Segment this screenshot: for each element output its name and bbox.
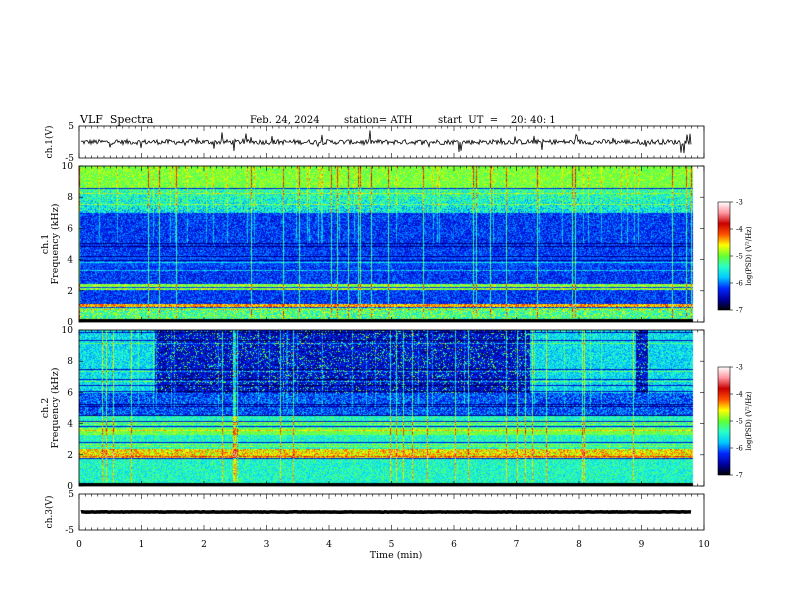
time-tick-label: 9 bbox=[639, 540, 645, 550]
ch1-waveform-panel: 5 -5 ch.1(V) bbox=[44, 122, 705, 164]
colorbar-tick-label: -3 bbox=[736, 199, 743, 207]
ch2-colorbar: -3 -4 -5 -6 -7 log(PSD) (V²/Hz) bbox=[717, 364, 753, 480]
ch1-colorbar-label: log(PSD) (V²/Hz) bbox=[745, 226, 753, 285]
ch2-channel-label: ch.2 bbox=[40, 398, 51, 419]
frequency-tick-label: 10 bbox=[62, 162, 74, 172]
time-tick-label: 8 bbox=[576, 540, 582, 550]
colorbar-tick-label: -5 bbox=[736, 253, 743, 261]
frequency-tick-label: 6 bbox=[67, 388, 73, 398]
frequency-tick-label: 4 bbox=[67, 256, 73, 266]
ch3-ytick-top: 5 bbox=[68, 490, 74, 500]
ch3-waveform-panel: 5 -5 ch.3(V) bbox=[44, 490, 705, 536]
ch1-colorbar-scale bbox=[717, 201, 731, 311]
colorbar-tick-label: -7 bbox=[736, 472, 743, 480]
time-tick-label: 4 bbox=[326, 540, 332, 550]
frequency-tick-label: 2 bbox=[67, 287, 73, 297]
station-label: station= ATH bbox=[344, 115, 413, 126]
time-tick-label: 2 bbox=[201, 540, 207, 550]
ch2-colorbar-label: log(PSD) (V²/Hz) bbox=[745, 391, 753, 450]
ch1-waveform-ylabel: ch.1(V) bbox=[44, 126, 55, 159]
time-tick-label: 3 bbox=[264, 540, 270, 550]
ch1-colorbar: -3 -4 -5 -6 -7 log(PSD) (V²/Hz) bbox=[717, 199, 753, 315]
figure-title: VLF Spectra bbox=[80, 113, 154, 126]
ch1-spectrogram-canvas bbox=[79, 166, 704, 322]
frequency-tick-label: 2 bbox=[67, 451, 73, 461]
colorbar-tick-label: -4 bbox=[736, 226, 743, 234]
ch2-ytick-labels: 0 2 4 6 8 10 bbox=[62, 326, 704, 492]
colorbar-tick-label: -6 bbox=[736, 280, 743, 288]
frequency-tick-label: 0 bbox=[67, 318, 73, 328]
ch1-ytick-top: 5 bbox=[68, 122, 74, 132]
time-tick-label: 5 bbox=[389, 540, 395, 550]
time-tick-label: 6 bbox=[451, 540, 457, 550]
frequency-tick-label: 0 bbox=[67, 482, 73, 492]
frequency-tick-label: 4 bbox=[67, 420, 73, 430]
x-axis-label: Time (min) bbox=[370, 550, 423, 561]
ch1-spectrogram-panel: 0 2 4 6 8 10 ch.1 Frequency (kHz) bbox=[40, 162, 705, 328]
colorbar-tick-label: -6 bbox=[736, 445, 743, 453]
ch2-colorbar-ticks: -3 -4 -5 -6 -7 bbox=[730, 364, 743, 480]
ch2-frequency-label: Frequency (kHz) bbox=[50, 368, 61, 449]
date-label: Feb. 24, 2024 bbox=[250, 115, 320, 126]
ch2-colorbar-scale bbox=[717, 366, 731, 476]
ch2-spectrogram-canvas bbox=[79, 330, 704, 486]
ch1-waveform-line bbox=[80, 130, 692, 154]
time-tick-label: 10 bbox=[698, 540, 710, 550]
ch1-colorbar-ticks: -3 -4 -5 -6 -7 bbox=[730, 199, 743, 315]
ch2-spectrogram-panel: 0 2 4 6 8 10 ch.2 Frequency (kHz) bbox=[40, 326, 705, 492]
time-tick-labels: 0 1 2 3 4 5 6 7 8 9 10 bbox=[76, 540, 710, 550]
colorbar-tick-label: -4 bbox=[736, 391, 743, 399]
ch1-ytick-labels: 0 2 4 6 8 10 bbox=[62, 162, 704, 328]
ch1-channel-label: ch.1 bbox=[40, 234, 51, 255]
ch3-waveform-ylabel: ch.3(V) bbox=[44, 496, 55, 529]
frequency-tick-label: 10 bbox=[62, 326, 74, 336]
colorbar-tick-label: -5 bbox=[736, 418, 743, 426]
ch1-ytick-bottom: -5 bbox=[65, 154, 74, 164]
colorbar-tick-label: -7 bbox=[736, 307, 743, 315]
time-tick-label: 7 bbox=[514, 540, 520, 550]
ch3-ytick-bottom: -5 bbox=[65, 526, 74, 536]
frequency-tick-label: 8 bbox=[67, 357, 73, 367]
frequency-tick-label: 6 bbox=[67, 224, 73, 234]
ch1-frequency-label: Frequency (kHz) bbox=[50, 204, 61, 285]
start-time-label: start UT = 20: 40: 1 bbox=[438, 115, 556, 126]
time-tick-label: 1 bbox=[139, 540, 145, 550]
frequency-tick-label: 8 bbox=[67, 193, 73, 203]
colorbar-tick-label: -3 bbox=[736, 364, 743, 372]
time-tick-label: 0 bbox=[76, 540, 82, 550]
time-tick-marks bbox=[78, 126, 705, 530]
